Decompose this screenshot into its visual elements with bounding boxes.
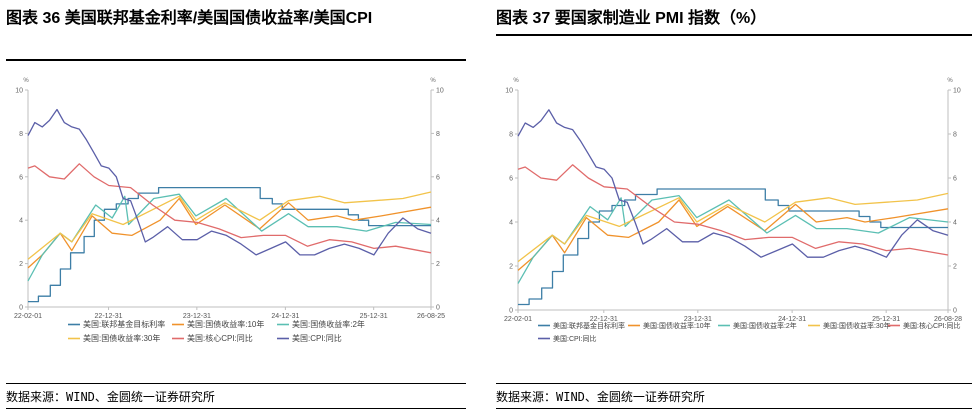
y-unit-left: % <box>23 78 29 84</box>
legend-label: 美国:CPI:同比 <box>553 334 597 343</box>
y-tick-label-left: 6 <box>19 174 23 181</box>
series-line-5 <box>27 108 432 256</box>
y-tick-label-right: 10 <box>436 88 444 95</box>
y-tick-label-left: 8 <box>19 131 23 138</box>
y-tick-label-right: 6 <box>436 174 440 181</box>
source-rule-top <box>6 383 466 384</box>
legend-label: 美国:联邦基金目标利率 <box>553 321 625 330</box>
figure-title: 图表 37 要国家制造业 PMI 指数（%） <box>496 10 767 27</box>
y-tick-label-right: 2 <box>436 261 440 268</box>
y-tick-label-left: 8 <box>509 132 513 139</box>
legend-label: 美国:国债收益率:2年 <box>733 321 797 330</box>
y-tick-label-right: 10 <box>953 88 961 95</box>
x-tick-label: 26-08-25 <box>417 313 445 320</box>
source-rule-bottom <box>496 408 972 409</box>
series-line-1 <box>517 199 949 271</box>
source-rule-top <box>496 383 972 384</box>
series-line-1 <box>27 197 432 269</box>
y-tick-label-left: 4 <box>509 220 513 227</box>
y-tick-label-left: 10 <box>15 88 23 95</box>
y-tick-label-left: 4 <box>19 218 23 225</box>
legend-label: 美国:联邦基金目标利率 <box>83 319 165 329</box>
series-line-0 <box>518 188 948 306</box>
legend-label: 美国:CPI:同比 <box>292 333 342 343</box>
legend-label: 美国:国债收益率:2年 <box>292 319 365 329</box>
series-line-4 <box>27 163 432 254</box>
y-tick-label-left: 10 <box>505 88 513 95</box>
y-tick-label-right: 4 <box>436 218 440 225</box>
source-note: 数据来源：WIND、金圆统一证券研究所 <box>496 390 705 404</box>
x-tick-label: 22-02-01 <box>14 313 42 320</box>
series-line-3 <box>517 192 949 263</box>
x-tick-label: 23-12-31 <box>183 313 211 320</box>
x-tick-label: 22-12-31 <box>95 313 123 320</box>
y-tick-label-left: 6 <box>509 176 513 183</box>
figure-title: 图表 36 美国联邦基金利率/美国国债收益率/美国CPI <box>6 10 373 27</box>
x-tick-label: 26-08-28 <box>934 316 962 323</box>
y-tick-label-left: 2 <box>509 264 513 271</box>
y-tick-label-right: 4 <box>953 220 957 227</box>
series-line-0 <box>28 186 431 303</box>
y-tick-label-right: 0 <box>953 308 957 315</box>
figure-36-panel: 图表 36 美国联邦基金利率/美国国债收益率/美国CPI %% 0 0 2 2 4 4 6 6 8… <box>6 0 466 409</box>
x-tick-label: 24-12-31 <box>778 316 806 323</box>
y-tick-label-right: 6 <box>953 176 957 183</box>
y-tick-label-right: 0 <box>436 305 440 312</box>
legend-label: 美国:核心CPI:同比 <box>187 333 253 343</box>
chart-figure-37: % % 0 0 2 2 4 4 6 6 8 8 10 10 22-02-01 22-12-31 23-12-31… <box>504 78 962 343</box>
y-tick-label-right: 2 <box>953 264 957 271</box>
y-unit-left: % <box>513 78 519 84</box>
y-unit-right: % <box>947 78 953 84</box>
series-line-5 <box>517 109 949 258</box>
y-tick-label-left: 2 <box>19 261 23 268</box>
source-rule-bottom <box>6 408 466 409</box>
title-rule <box>496 34 972 36</box>
y-tick-label-left: 0 <box>509 308 513 315</box>
chart-figure-36: % % 0 0 2 2 4 4 6 6 8 8 10 10 22-02-01 22-12-31 23-12-31… <box>14 78 445 343</box>
x-tick-label: 25-12-31 <box>872 316 900 323</box>
legend-label: 美国:核心CPI:同比 <box>903 321 961 330</box>
x-tick-label: 24-12-31 <box>271 313 299 320</box>
y-tick-label-left: 0 <box>19 305 23 312</box>
legend-label: 美国:国债收益率:10年 <box>643 321 711 330</box>
x-tick-label: 23-12-31 <box>684 316 712 323</box>
x-tick-label: 22-12-31 <box>590 316 618 323</box>
y-unit-right: % <box>430 78 436 84</box>
y-tick-label-right: 8 <box>953 132 957 139</box>
figure-37-panel: 图表 37 要国家制造业 PMI 指数（%） %% 0 0 2 2 4 4 6 6 8 8 10 10 2… <box>496 0 972 409</box>
source-note: 数据来源：WIND、金圆统一证券研究所 <box>6 390 215 404</box>
series-line-4 <box>517 164 949 256</box>
title-rule <box>6 59 466 61</box>
y-tick-label-right: 8 <box>436 131 440 138</box>
legend-label: 美国:国债收益率:10年 <box>187 319 264 329</box>
x-tick-label: 22-02-01 <box>504 316 532 323</box>
x-tick-label: 25-12-31 <box>360 313 388 320</box>
legend-label: 美国:国债收益率:30年 <box>83 333 160 343</box>
legend-label: 美国:国债收益率:30年 <box>823 321 891 330</box>
series-line-3 <box>27 191 432 260</box>
